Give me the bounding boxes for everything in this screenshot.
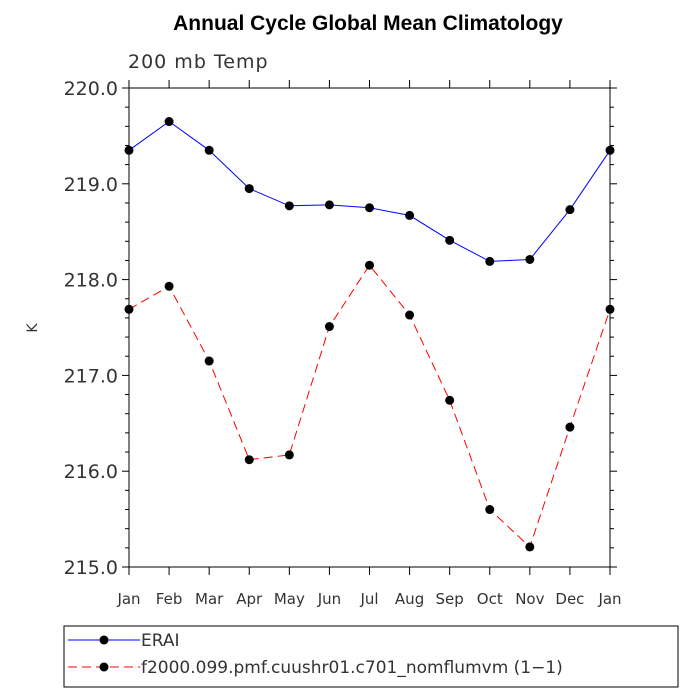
series-0-point xyxy=(324,200,334,210)
series-0-point xyxy=(565,205,575,215)
x-tick-label: Feb xyxy=(156,590,183,608)
x-tick-label: Sep xyxy=(436,590,464,608)
series-0-point xyxy=(164,117,174,127)
legend-marker-1 xyxy=(99,662,109,672)
axes: 215.0 216.0 217.0 218.0 219.0 220.0 Jan Feb Mar A… xyxy=(64,78,622,608)
y-tick-label: 217.0 xyxy=(64,365,118,387)
y-axis-label: K xyxy=(25,323,41,333)
series-0-point xyxy=(124,145,134,155)
series-1-point xyxy=(525,542,535,552)
series-1-point xyxy=(565,422,575,432)
x-tick-label: Aug xyxy=(395,590,424,608)
series-1-point xyxy=(124,304,134,314)
y-tick-label: 215.0 xyxy=(64,557,118,579)
x-tick-label: Oct xyxy=(477,590,503,608)
series-0-point xyxy=(605,145,615,155)
series-line-0 xyxy=(128,120,611,262)
series-0-point xyxy=(365,203,374,213)
legend-box xyxy=(63,625,679,688)
series-group xyxy=(124,117,615,552)
series-0-point xyxy=(405,210,415,220)
legend-label-0: ERAI xyxy=(141,631,180,651)
y-tick-label: 219.0 xyxy=(64,174,118,196)
series-1-point xyxy=(365,260,374,270)
legend: ERAI f2000.099.pmf.cuushr01.c701_nomflumv… xyxy=(68,631,563,678)
series-1-point xyxy=(204,356,214,366)
x-tick-label: Jan xyxy=(597,590,621,608)
x-tick-label: Nov xyxy=(515,590,544,608)
series-0-point xyxy=(244,184,254,194)
x-tick-label: May xyxy=(274,590,305,608)
series-1-point xyxy=(445,395,455,405)
series-0-point xyxy=(284,201,294,211)
x-tick-label: Jan xyxy=(116,590,140,608)
series-0-point xyxy=(445,235,455,245)
series-1-point xyxy=(284,450,294,460)
y-tick-label: 216.0 xyxy=(64,461,118,483)
series-1-point xyxy=(324,322,334,332)
x-tick-label: Jun xyxy=(317,590,341,608)
chart-subtitle: 200 mb Temp xyxy=(128,51,269,73)
legend-label-1: f2000.099.pmf.cuushr01.c701_nomflumvm (1… xyxy=(141,658,563,678)
series-1-point xyxy=(244,455,254,465)
chart-title: Annual Cycle Global Mean Climatology xyxy=(173,12,563,35)
y-tick-label: 220.0 xyxy=(64,78,118,100)
x-tick-label: Jul xyxy=(359,590,378,608)
legend-marker-0 xyxy=(99,635,109,645)
series-1-point xyxy=(485,505,495,515)
x-tick-label: Apr xyxy=(236,590,263,608)
series-line-1 xyxy=(128,264,611,548)
series-1-point xyxy=(164,281,174,291)
series-0-point xyxy=(485,256,495,266)
y-tick-label: 218.0 xyxy=(64,270,118,292)
plot-frame xyxy=(128,87,611,568)
x-tick-label: Dec xyxy=(555,590,584,608)
x-tick-label: Mar xyxy=(195,590,224,608)
series-1-point xyxy=(605,304,615,314)
series-0-point xyxy=(525,254,535,264)
series-0-point xyxy=(204,145,214,155)
series-1-point xyxy=(405,310,415,320)
